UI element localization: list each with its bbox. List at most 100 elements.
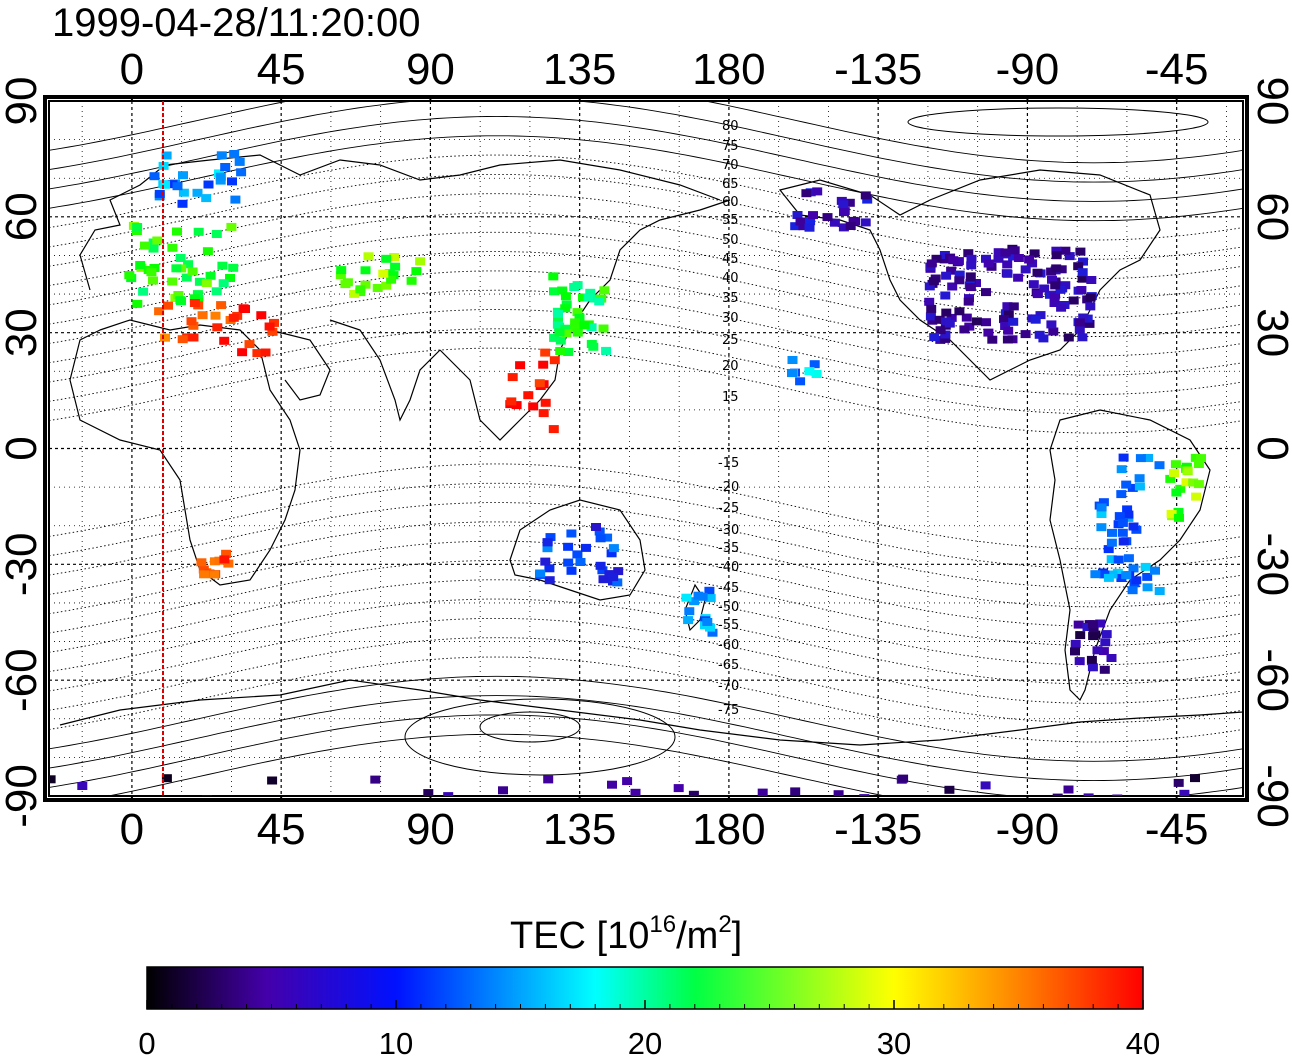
tec-cell [411,267,422,276]
tec-cell [1029,249,1040,258]
tec-cell [177,335,188,344]
tec-cell [211,287,222,296]
tec-cell [954,307,965,316]
tec-cell [941,308,952,317]
tec-cell [563,542,574,551]
tec-cell [1070,639,1081,648]
north-pole-contour [907,107,1209,137]
contour-label: 30 [722,311,739,326]
tec-cell [415,257,426,266]
tec-cell [340,280,351,289]
lon-tick-label-bottom: 90 [406,805,455,854]
tec-cell [971,279,981,287]
tec-cell [959,325,970,334]
lon-tick-label-top: 180 [692,45,765,94]
contour-line [49,502,1243,588]
tec-cell [1039,284,1050,293]
south-pole-contour [479,711,581,743]
tec-cell [189,299,200,307]
tec-cell [1096,503,1107,512]
tec-cell [196,558,207,567]
tec-cell [1047,275,1057,284]
tec-cell [795,217,806,226]
tec-cell [689,597,700,606]
tec-cell [198,565,209,574]
tec-cell [790,787,801,796]
tec-cell [946,313,957,322]
tec-cell [570,318,581,327]
contour-line [49,637,1243,724]
tec-cell [1078,313,1089,322]
axis-band-right [1245,95,1249,802]
tec-cell [149,264,160,272]
contour-line [49,714,1243,796]
colorbar-title-suffix: ] [732,915,743,957]
tec-cell [158,161,169,170]
coast-arabia-india [269,319,441,422]
tec-cell [1083,793,1094,796]
tec-cell [540,557,551,566]
lat-tick-label-left: 60 [0,192,46,241]
tec-cell [1096,510,1107,518]
tec-cell [1051,251,1062,260]
tec-cell [548,272,559,281]
contour-label: 20 [722,359,739,374]
tec-cell [790,222,801,231]
tec-cell [595,534,606,543]
tec-cell [1070,647,1080,656]
tec-cell [360,280,371,289]
tec-cell [792,211,803,219]
tec-cell [581,543,591,552]
lat-tick-label-right: -60 [1248,648,1292,712]
tec-cell [161,151,172,160]
tec-cell [1028,280,1039,289]
lon-tick-label-top: -45 [1145,45,1209,94]
coast-australia [509,499,646,601]
tec-cell [595,561,606,570]
contour-line [49,154,1243,241]
lat-tick-label-left: -30 [0,533,46,597]
tec-cell [1078,257,1088,266]
tec-cell [1013,254,1024,262]
tec-cell [693,591,704,600]
tec-cell [218,279,229,288]
tec-cell [226,222,237,231]
tec-cell [1086,655,1097,664]
tec-cell [947,282,958,291]
tec-cell [583,293,594,302]
tec-cell [572,550,583,559]
tec-cell [355,285,366,294]
tec-cell [167,243,178,252]
tec-cell [1086,276,1097,284]
tec-cell [1032,290,1043,299]
tec-cell [808,211,818,220]
tec-cell [1154,587,1165,595]
tec-cell [1051,264,1062,273]
tec-cell [1101,630,1112,639]
south-pole-contour [404,698,676,776]
tec-cell [381,254,392,263]
colorbar-tick-label: 40 [1126,1026,1160,1057]
tec-cell [683,616,694,625]
tec-cell [757,788,768,796]
tec-cell [588,342,599,351]
tec-cell [1174,513,1184,522]
tec-cell [388,271,399,280]
contour-label: 75 [722,139,739,154]
axis-band-bottom [45,798,1247,802]
tec-cell [1088,626,1099,635]
tec-cell [560,304,571,313]
tec-cell [801,189,812,198]
tec-cell [523,391,534,400]
tec-cell [202,247,213,256]
tec-cell [1020,330,1031,339]
tec-cell [681,593,692,602]
tec-cell [606,549,617,558]
lon-tick-label-bottom: 180 [692,805,765,854]
tec-cell [1135,454,1146,463]
contour-line [49,521,1243,608]
tec-cell [498,786,508,795]
axis-labels: 0045459090135135180180-135-135-90-90-45-… [0,45,1292,854]
contour-label: -70 [718,679,739,694]
tec-cell [1113,555,1124,564]
